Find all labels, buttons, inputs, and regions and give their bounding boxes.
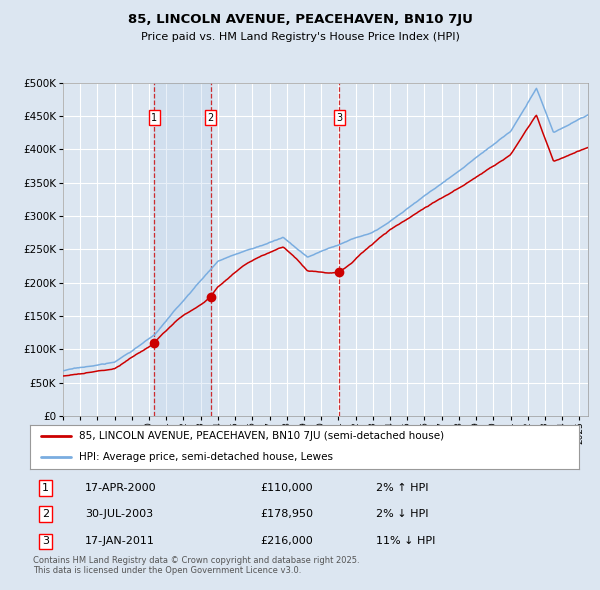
Text: 17-APR-2000: 17-APR-2000 xyxy=(85,483,157,493)
Text: 1: 1 xyxy=(42,483,49,493)
Text: 2: 2 xyxy=(208,113,214,123)
Text: 3: 3 xyxy=(336,113,342,123)
Text: 30-JUL-2003: 30-JUL-2003 xyxy=(85,509,153,519)
Text: HPI: Average price, semi-detached house, Lewes: HPI: Average price, semi-detached house,… xyxy=(79,452,334,461)
Text: 2% ↑ HPI: 2% ↑ HPI xyxy=(376,483,428,493)
Text: 85, LINCOLN AVENUE, PEACEHAVEN, BN10 7JU: 85, LINCOLN AVENUE, PEACEHAVEN, BN10 7JU xyxy=(128,13,472,26)
Text: £110,000: £110,000 xyxy=(260,483,313,493)
Text: Price paid vs. HM Land Registry's House Price Index (HPI): Price paid vs. HM Land Registry's House … xyxy=(140,32,460,42)
Text: 2: 2 xyxy=(42,509,49,519)
Text: 3: 3 xyxy=(42,536,49,546)
Bar xyxy=(154,83,211,416)
Text: 17-JAN-2011: 17-JAN-2011 xyxy=(85,536,155,546)
Text: 11% ↓ HPI: 11% ↓ HPI xyxy=(376,536,435,546)
Text: £178,950: £178,950 xyxy=(260,509,314,519)
Text: 1: 1 xyxy=(151,113,157,123)
Text: 2% ↓ HPI: 2% ↓ HPI xyxy=(376,509,428,519)
Text: Contains HM Land Registry data © Crown copyright and database right 2025.
This d: Contains HM Land Registry data © Crown c… xyxy=(33,556,359,575)
Text: £216,000: £216,000 xyxy=(260,536,313,546)
Text: 85, LINCOLN AVENUE, PEACEHAVEN, BN10 7JU (semi-detached house): 85, LINCOLN AVENUE, PEACEHAVEN, BN10 7JU… xyxy=(79,431,445,441)
